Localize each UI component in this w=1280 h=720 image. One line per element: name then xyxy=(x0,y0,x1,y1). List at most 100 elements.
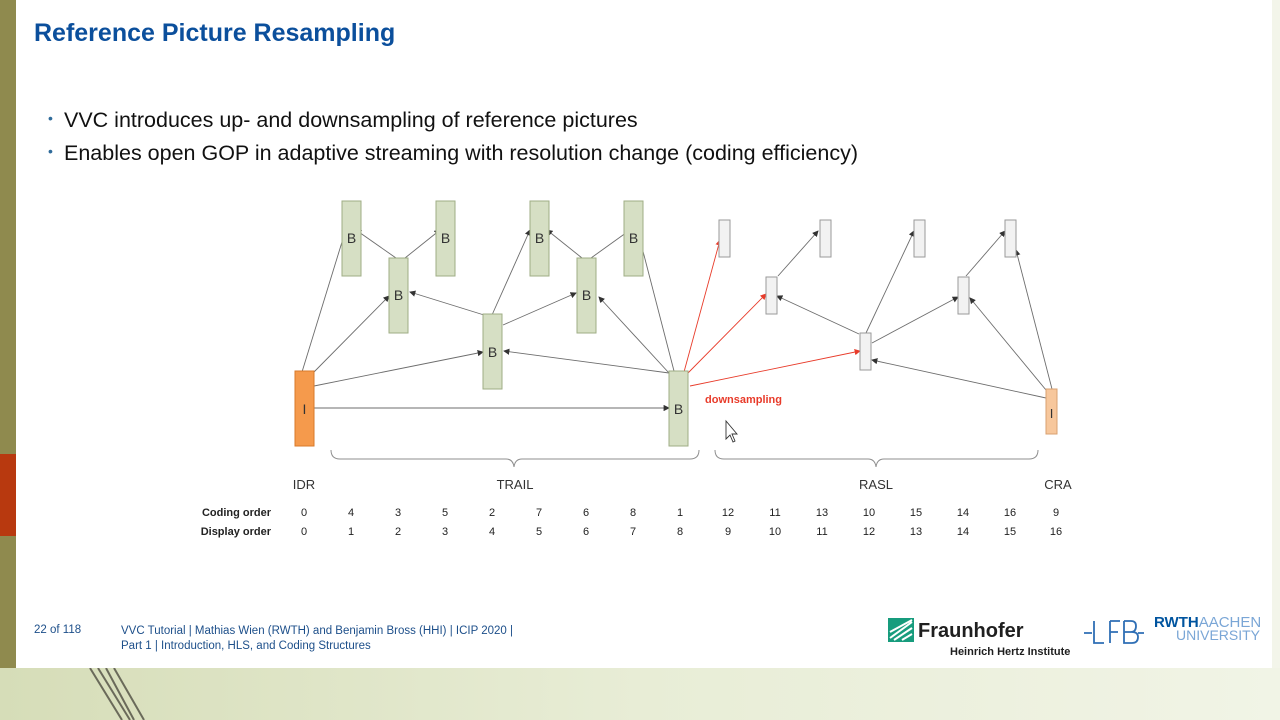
bullet-item: • Enables open GOP in adaptive streaming … xyxy=(48,137,858,170)
b-frame xyxy=(435,200,456,277)
rwth-university: UNIVERSITY xyxy=(1176,627,1261,643)
frames: I B B B B B B B B I xyxy=(294,200,1058,447)
downsampling-label: downsampling xyxy=(705,394,782,406)
rasl-frame xyxy=(859,332,872,371)
fraunhofer-name: Fraunhofer xyxy=(918,620,1024,642)
order-cell: 2 xyxy=(395,526,401,538)
b-frame xyxy=(341,200,362,277)
order-cell: 3 xyxy=(442,526,448,538)
order-cell: 14 xyxy=(957,526,969,538)
order-cell: 0 xyxy=(301,507,307,519)
slide-canvas xyxy=(16,0,1272,668)
rwth-logo: RWTHAACHEN UNIVERSITY xyxy=(1154,614,1262,643)
order-cell: 5 xyxy=(536,526,542,538)
bullet-text: Enables open GOP in adaptive streaming w… xyxy=(64,141,858,165)
bullet-dot-icon: • xyxy=(48,110,53,126)
group-label-idr: IDR xyxy=(293,477,315,492)
frame-label: B xyxy=(394,287,403,303)
reference-arrows xyxy=(301,228,1053,412)
group-label-trail: TRAIL xyxy=(497,477,534,492)
b-frame xyxy=(623,200,644,277)
coding-order-label: Coding order xyxy=(202,507,272,519)
lfb-logo-icon xyxy=(1084,620,1144,644)
order-cell: 10 xyxy=(863,507,875,519)
frame-label: B xyxy=(629,230,638,246)
order-cell: 14 xyxy=(957,507,969,519)
group-label-cra: CRA xyxy=(1044,477,1072,492)
page-number: 22 of 118 xyxy=(34,624,82,636)
frame-label: B xyxy=(674,401,683,417)
frame-label: B xyxy=(488,344,497,360)
rwth-bold: RWTH xyxy=(1154,614,1199,631)
rasl-brace xyxy=(714,449,1039,468)
rwth-light: AACHEN xyxy=(1198,614,1262,631)
b-frame xyxy=(529,200,550,277)
order-cell: 12 xyxy=(722,507,734,519)
order-cell: 6 xyxy=(583,507,589,519)
order-cell: 7 xyxy=(630,526,636,538)
order-cell: 1 xyxy=(677,507,683,519)
frame-label: I xyxy=(303,401,307,417)
b-frame xyxy=(388,257,409,334)
b-frame xyxy=(482,313,503,390)
order-cell: 15 xyxy=(910,507,922,519)
order-cell: 5 xyxy=(442,507,448,519)
rasl-frame xyxy=(765,276,778,315)
fraunhofer-logo-icon xyxy=(888,618,914,642)
footer-line-1: VVC Tutorial | Mathias Wien (RWTH) and B… xyxy=(121,625,513,637)
order-cell: 0 xyxy=(301,526,307,538)
order-cell: 15 xyxy=(1004,526,1016,538)
right-edge-strip xyxy=(1272,0,1280,668)
b-frame xyxy=(576,257,597,334)
order-cell: 3 xyxy=(395,507,401,519)
order-cell: 16 xyxy=(1050,526,1062,538)
left-accent-bar-lower xyxy=(0,536,16,668)
order-cell: 6 xyxy=(583,526,589,538)
cra-frame xyxy=(1045,388,1058,435)
order-cell: 4 xyxy=(348,507,354,519)
bullet-item: • VVC introduces up- and downsampling of … xyxy=(48,104,858,137)
rasl-frame xyxy=(913,219,926,258)
order-cell: 9 xyxy=(1053,507,1059,519)
order-cell: 7 xyxy=(536,507,542,519)
frame-label: B xyxy=(441,230,450,246)
bullet-dot-icon: • xyxy=(48,143,53,159)
order-cell: 2 xyxy=(489,507,495,519)
frame-label: B xyxy=(347,230,356,246)
left-accent-red xyxy=(0,454,16,536)
bullet-list: • VVC introduces up- and downsampling of … xyxy=(48,104,858,170)
display-order-label: Display order xyxy=(201,526,272,538)
frame-label: B xyxy=(535,230,544,246)
order-cell: 13 xyxy=(910,526,922,538)
left-accent-bar xyxy=(0,0,16,454)
slide-title: Reference Picture Resampling xyxy=(34,19,396,47)
idr-frame xyxy=(294,370,315,447)
order-cell: 10 xyxy=(769,526,781,538)
slide-decoration xyxy=(89,668,145,720)
b-frame xyxy=(668,370,689,447)
group-label-rasl: RASL xyxy=(859,477,893,492)
display-order-row: 0 1 2 3 4 5 6 7 8 9 10 11 12 13 14 15 16 xyxy=(301,526,1062,538)
downsampling-arrows xyxy=(683,239,861,387)
frame-label: B xyxy=(582,287,591,303)
order-cell: 13 xyxy=(816,507,828,519)
trail-brace xyxy=(330,449,700,468)
rasl-frame xyxy=(1004,219,1017,258)
order-cell: 8 xyxy=(677,526,683,538)
coding-order-row: 0 4 3 5 2 7 6 8 1 12 11 13 10 15 14 16 9 xyxy=(301,507,1059,519)
order-cell: 16 xyxy=(1004,507,1016,519)
order-cell: 11 xyxy=(769,507,780,519)
order-cell: 4 xyxy=(489,526,495,538)
order-cell: 8 xyxy=(630,507,636,519)
order-cell: 1 xyxy=(348,526,354,538)
order-cell: 9 xyxy=(725,526,731,538)
footer-credits: VVC Tutorial | Mathias Wien (RWTH) and B… xyxy=(121,624,513,654)
rasl-frame xyxy=(819,219,832,258)
rasl-frame xyxy=(957,276,970,315)
order-cell: 12 xyxy=(863,526,875,538)
fraunhofer-subtitle: Heinrich Hertz Institute xyxy=(950,646,1071,658)
footer-line-2: Part 1 | Introduction, HLS, and Coding S… xyxy=(121,640,371,652)
mouse-cursor-icon xyxy=(725,419,738,443)
rasl-frame xyxy=(718,219,731,258)
